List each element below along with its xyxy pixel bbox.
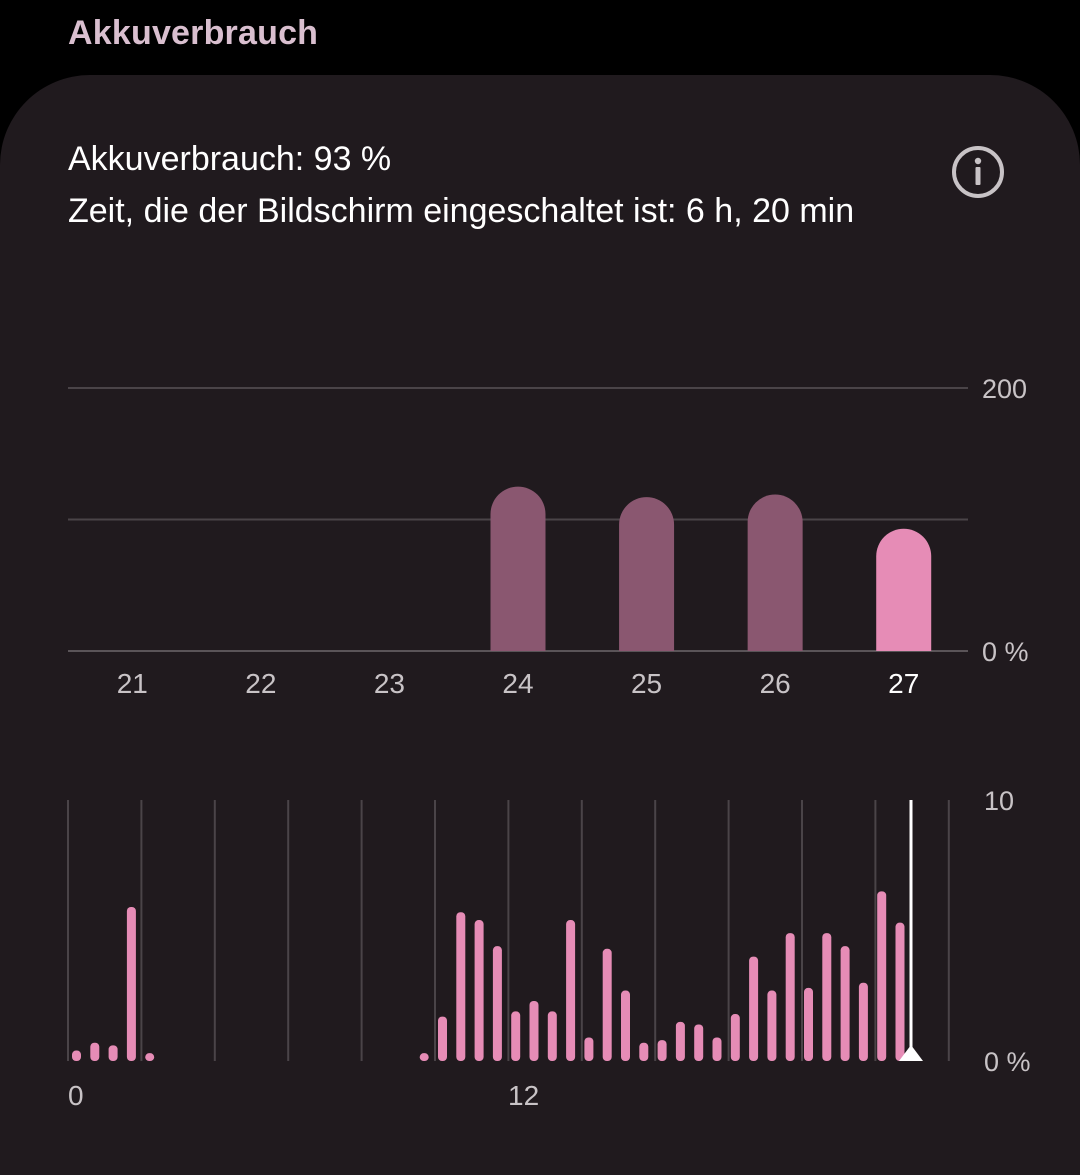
current-time-marker-handle[interactable] xyxy=(899,1045,923,1061)
hourly-bar[interactable] xyxy=(90,1042,100,1061)
hourly-y-tick-label: 0 % xyxy=(984,1047,1031,1077)
hourly-bar[interactable] xyxy=(419,1053,429,1061)
daily-x-tick-label[interactable]: 24 xyxy=(502,668,533,699)
hourly-bar[interactable] xyxy=(749,956,759,1061)
hourly-bar[interactable] xyxy=(566,920,576,1061)
daily-y-tick-label: 200 xyxy=(982,374,1027,404)
hourly-bar[interactable] xyxy=(712,1037,722,1061)
hourly-bar[interactable] xyxy=(72,1050,81,1061)
hourly-x-tick-label: 12 xyxy=(508,1080,539,1111)
info-button[interactable] xyxy=(950,144,1006,200)
hourly-bar[interactable] xyxy=(895,922,905,1061)
hourly-bar[interactable] xyxy=(474,920,484,1061)
daily-x-tick-label[interactable]: 27 xyxy=(888,668,919,699)
daily-x-tick-label[interactable]: 22 xyxy=(245,668,276,699)
section-title: Akkuverbrauch xyxy=(68,14,319,52)
hourly-bar[interactable] xyxy=(767,990,777,1061)
hourly-bar[interactable] xyxy=(126,907,136,1061)
hourly-bar[interactable] xyxy=(858,982,868,1061)
hourly-bar[interactable] xyxy=(730,1014,740,1061)
screen-on-time-summary: Zeit, die der Bildschirm eingeschaltet i… xyxy=(68,192,855,230)
daily-bar[interactable] xyxy=(876,528,932,651)
hourly-bar[interactable] xyxy=(675,1021,685,1061)
hourly-bar[interactable] xyxy=(145,1053,155,1061)
hourly-bar[interactable] xyxy=(438,1016,447,1061)
hourly-bar[interactable] xyxy=(840,946,850,1061)
hourly-bar[interactable] xyxy=(804,987,813,1061)
hourly-bar[interactable] xyxy=(694,1024,704,1061)
hourly-bar[interactable] xyxy=(639,1042,649,1061)
hourly-y-tick-label: 10 xyxy=(984,786,1014,816)
hourly-bar[interactable] xyxy=(584,1037,594,1061)
hourly-x-tick-label: 0 xyxy=(68,1080,84,1111)
hourly-bar[interactable] xyxy=(547,1011,557,1061)
daily-x-tick-label[interactable]: 26 xyxy=(760,668,791,699)
hourly-bar[interactable] xyxy=(621,990,630,1061)
daily-y-tick-label: 0 % xyxy=(982,637,1029,667)
hourly-bar[interactable] xyxy=(529,1000,539,1061)
hourly-bar[interactable] xyxy=(657,1040,667,1061)
hourly-bar[interactable] xyxy=(822,933,832,1061)
battery-usage-summary: Akkuverbrauch: 93 % xyxy=(68,140,392,178)
daily-bar[interactable] xyxy=(619,497,675,651)
daily-x-tick-label[interactable]: 21 xyxy=(117,668,148,699)
daily-bar[interactable] xyxy=(490,486,546,651)
daily-x-tick-label[interactable]: 23 xyxy=(374,668,405,699)
hourly-bar[interactable] xyxy=(602,948,612,1061)
hourly-bar[interactable] xyxy=(492,946,502,1061)
hourly-bar[interactable] xyxy=(108,1045,118,1061)
hourly-bar[interactable] xyxy=(511,1011,521,1061)
daily-x-tick-label[interactable]: 25 xyxy=(631,668,662,699)
info-icon xyxy=(952,146,1004,198)
daily-bar[interactable] xyxy=(747,494,803,651)
hourly-bar[interactable] xyxy=(877,891,887,1061)
hourly-bar[interactable] xyxy=(785,933,795,1061)
hourly-bar[interactable] xyxy=(456,912,466,1061)
